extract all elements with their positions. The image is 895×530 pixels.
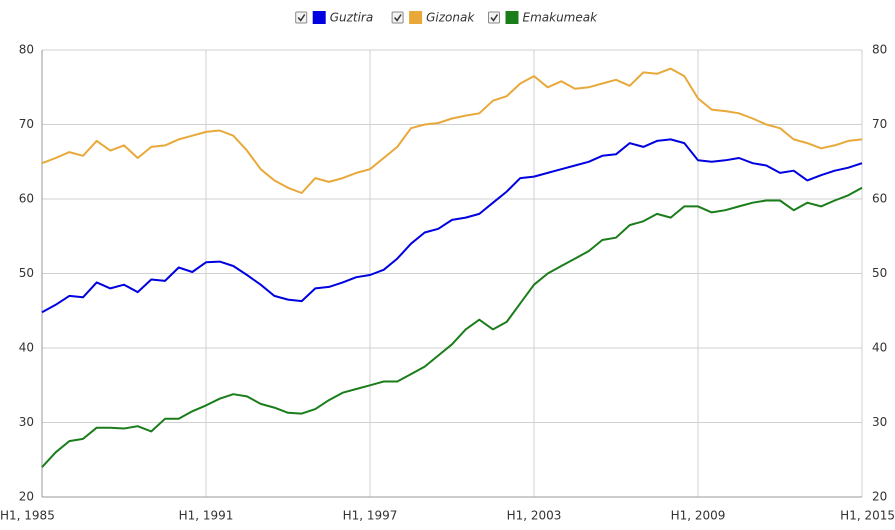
y-tick-label: 30	[19, 415, 34, 429]
y-tick-label: 50	[19, 266, 34, 280]
legend-checkbox[interactable]	[488, 11, 500, 24]
legend-check	[297, 14, 306, 22]
legend-checkbox[interactable]	[295, 11, 308, 24]
series-line	[41, 138, 863, 314]
x-tick-label: H1, 2003	[507, 509, 562, 523]
y-tick-label: 60	[19, 192, 34, 206]
y-tick-label: 40	[19, 341, 34, 355]
y-tick-label-right: 30	[872, 415, 887, 429]
legend-check	[394, 14, 402, 22]
legend-swatch	[409, 11, 423, 24]
legend-swatch	[312, 11, 326, 24]
y-tick-label-right: 50	[872, 266, 887, 280]
y-tick-label-right: 40	[872, 341, 887, 355]
legend-label[interactable]: Gizonak	[426, 11, 475, 25]
series-line	[41, 67, 863, 194]
legend-check	[490, 14, 499, 22]
y-tick-label-right: 60	[872, 192, 887, 206]
x-tick-label: H1, 2009	[671, 509, 726, 523]
legend-label[interactable]: Guztira	[330, 11, 374, 25]
legend-swatch	[505, 11, 519, 24]
y-tick-label-right: 20	[872, 490, 887, 504]
y-tick-label: 80	[19, 43, 34, 57]
y-tick-label: 20	[19, 490, 34, 504]
x-tick-label: H1, 1991	[179, 509, 234, 523]
y-tick-label-right: 70	[872, 117, 887, 131]
legend-label[interactable]: Emakumeak	[523, 11, 599, 25]
series-line	[41, 186, 863, 468]
y-tick-label-right: 80	[872, 43, 887, 57]
y-tick-label: 70	[19, 117, 34, 131]
x-tick-label: H1, 1997	[343, 509, 398, 523]
legend-checkbox[interactable]	[391, 11, 404, 24]
x-tick-label: H1, 1985	[0, 509, 55, 523]
x-tick-label: H1, 2015	[840, 509, 895, 523]
